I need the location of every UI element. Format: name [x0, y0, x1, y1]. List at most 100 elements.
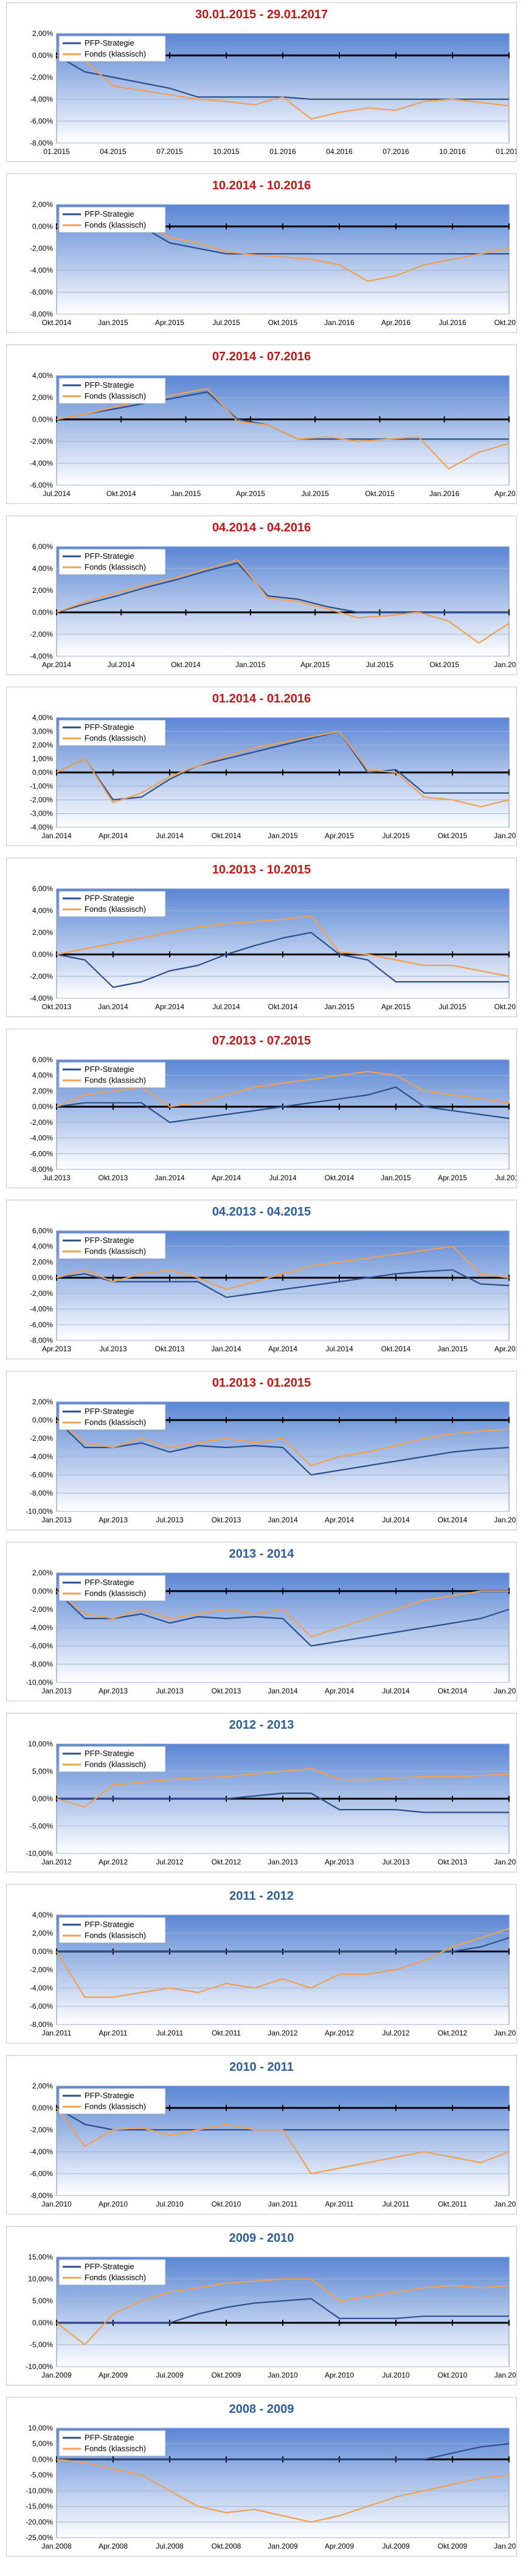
series-line-pfp: [56, 730, 509, 801]
y-tick-label: -8,00%: [30, 2191, 53, 2200]
series-line-fonds: [56, 1245, 510, 1290]
legend-label: Fonds (klassisch): [85, 391, 146, 401]
x-tick-label: 01.2016: [269, 147, 296, 156]
y-tick-label: 2,00%: [32, 200, 53, 209]
chart-svg: 10,00% 5,00% 0,00% -5,00% -10,00% -15,00% -20,…: [26, 2424, 516, 2550]
x-tick-label: Apr.2015: [236, 489, 265, 498]
y-tick-label: -3,00%: [30, 810, 53, 818]
chart-svg: 4,00%2,00%0,00%-2,00%-4,00%-6,00%-8,00%J…: [30, 1911, 516, 2037]
y-tick-label: 6,00%: [32, 884, 53, 893]
x-tick-label: Jul.2012: [156, 1858, 184, 1866]
y-tick-label: 4,00%: [32, 906, 53, 915]
y-tick-label: -5,00%: [30, 1822, 53, 1830]
y-tick-label: -4,00%: [30, 1134, 53, 1143]
x-tick-label: Okt.2011: [438, 2200, 467, 2208]
y-tick-label: 4,00%: [32, 371, 53, 380]
legend-label: Fonds (klassisch): [85, 2444, 146, 2453]
x-tick-label: Jul.2015: [301, 489, 329, 498]
legend: PFP-Strategie Fonds (klassisch): [58, 1233, 166, 1259]
chart-title: 01.2013 - 01.2015: [212, 1376, 311, 1390]
x-tick-label: Jan.2013: [41, 1687, 72, 1695]
legend-label: PFP-Strategie: [85, 1578, 134, 1587]
chart-svg: 2,00% 0,00% -2,00% -4,00% -6,00% -8,00% -10,00…: [26, 1398, 516, 1524]
series-line-fonds: [56, 730, 510, 808]
y-tick-label: -2,00%: [30, 73, 53, 82]
y-tick-label: -4,00%: [30, 652, 53, 660]
chart-title: 10.2013 - 10.2015: [212, 863, 311, 877]
x-tick-label: Okt.2014: [106, 489, 136, 498]
x-tick-label: Okt.2013: [212, 1516, 241, 1524]
y-tick-label: -2,00%: [30, 1434, 53, 1443]
x-tick-label: Apr.2013: [42, 1345, 71, 1353]
x-tick-label: Jul.2014: [43, 489, 71, 498]
y-tick-label: 0,00%: [32, 2455, 53, 2463]
x-tick-label: Jan.2015: [268, 831, 298, 840]
y-tick-label: 0,00%: [32, 51, 53, 60]
y-tick-label: 3,00%: [32, 727, 53, 736]
legend: PFP-Strategie Fonds (klassisch): [58, 35, 166, 62]
y-tick-label: -8,00%: [30, 1165, 53, 1174]
legend-box: [58, 1062, 166, 1088]
chart-panel: 2011 - 2012 4,00% 2,00% 0,00% -2,00% -4,00% -6…: [6, 1884, 517, 2043]
x-tick-label: Okt.2009: [212, 2371, 241, 2379]
y-tick-label: 2,00%: [32, 586, 53, 595]
x-tick-label: Apr.2014: [325, 1687, 354, 1695]
x-tick-label: Jan.2014: [268, 1516, 298, 1524]
x-tick-label: Jan.2013: [41, 1516, 72, 1524]
x-tick-label: Jul.2009: [382, 2542, 410, 2550]
series-line-fonds: [56, 1768, 510, 1808]
x-tick-label: Okt.2014: [171, 660, 201, 669]
x-tick-label: Apr.2014: [268, 1345, 297, 1353]
y-tick-label: -2,00%: [30, 1605, 53, 1614]
legend-label: PFP-Strategie: [85, 1407, 134, 1416]
chart-svg: 6,00% 4,00% 2,00% 0,00% -2,00% -4,00% -6,00% -8…: [30, 1055, 516, 1182]
x-tick-label: Jan.2010: [268, 2371, 298, 2379]
x-tick-label: Jul.2014: [269, 1174, 297, 1182]
x-tick-label: Okt.2015: [365, 489, 395, 498]
chart-svg: 15,00%10,00%5,00%0,00%-5,00%-10,00%Jan.2…: [26, 2253, 516, 2379]
x-tick-label: Okt.2015: [268, 318, 298, 327]
y-tick-label: -8,00%: [30, 310, 53, 318]
x-tick-label: Okt.2014: [268, 1003, 298, 1011]
y-tick-label: -2,00%: [30, 796, 53, 804]
y-tick-label: -4,00%: [30, 2147, 53, 2156]
chart-title: 07.2014 - 07.2016: [212, 350, 311, 363]
series-line-pfp: [57, 2298, 509, 2324]
x-tick-label: Jan.2014: [268, 1687, 298, 1695]
chart-panel: 10.2014 - 10.2016 2,00% 0,00% -2,00% -4,00% -…: [6, 173, 517, 333]
chart-svg: 4,00% 3,00% 2,00% 1,00% 0,00% -1,00% -2,00% -3,…: [30, 713, 516, 840]
chart-panel: 04.2013 - 04.2015 6,00% 4,00% 2,00% 0,00% -2,…: [6, 1200, 517, 1359]
y-tick-label: -2,00%: [30, 630, 53, 639]
series-line-pfp: [56, 1086, 510, 1123]
x-tick-label: Okt.2015: [438, 831, 468, 840]
x-tick-label: 01.2017: [496, 147, 516, 156]
x-tick-label: Apr.2009: [99, 2371, 128, 2379]
chart-panel: 2013 - 2014 2,00% 0,00% -2,00% -4,00% -6,00% -…: [6, 1542, 517, 1701]
chart-panel: 30.01.2015 - 29.01.2017 2,00% 0,00% -2,00% -…: [6, 2, 517, 162]
y-tick-label: -8,00%: [30, 139, 53, 147]
legend-box: [58, 2259, 166, 2286]
x-tick-label: Jan.2010: [494, 2542, 516, 2550]
x-tick-label: Jul.2014: [325, 1345, 353, 1353]
y-tick-label: -5,00%: [30, 2471, 53, 2479]
y-tick-label: -2,00%: [30, 1965, 53, 1974]
y-tick-label: -8,00%: [30, 1489, 53, 1497]
x-tick-label: Jan.2014: [211, 1345, 241, 1353]
x-tick-label: Jan.2011: [42, 2029, 72, 2037]
y-tick-label: 2,00%: [32, 393, 53, 402]
y-tick-label: 4,00%: [32, 713, 53, 722]
series-line-fonds: [56, 915, 510, 978]
legend-label: Fonds (klassisch): [85, 1418, 146, 1427]
x-tick-label: 07.2016: [383, 147, 409, 156]
y-tick-label: 4,00%: [32, 1071, 53, 1080]
chart-panel: 07.2013 - 07.2015 6,00% 4,00% 2,00% 0,00% -2,…: [6, 1029, 517, 1188]
x-tick-label: Jan.2011: [494, 2371, 516, 2379]
x-tick-label: Jan.2014: [494, 1858, 516, 1866]
y-tick-label: -6,00%: [30, 1149, 53, 1158]
series-line-fonds: [56, 1419, 510, 1467]
legend: PFP-Strategie Fonds (klassisch): [58, 2430, 166, 2457]
x-tick-label: Jul.2011: [383, 2200, 410, 2208]
x-tick-label: Jan.2012: [268, 2029, 298, 2037]
y-tick-label: -10,00%: [26, 2487, 53, 2495]
y-tick-label: 0,00%: [32, 2319, 53, 2327]
